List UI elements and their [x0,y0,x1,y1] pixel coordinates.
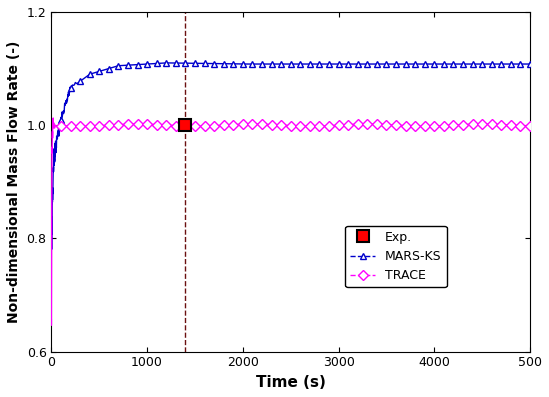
Y-axis label: Non-dimensional Mass Flow Rate (-): Non-dimensional Mass Flow Rate (-) [7,40,21,323]
Legend: Exp., MARS-KS, TRACE: Exp., MARS-KS, TRACE [345,226,447,287]
X-axis label: Time (s): Time (s) [256,375,326,390]
